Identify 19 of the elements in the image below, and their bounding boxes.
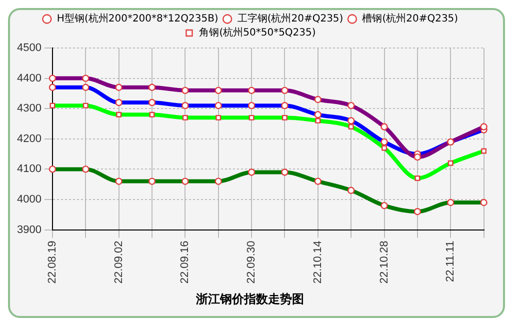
text: 浙江钢价指数走势图 <box>195 292 304 306</box>
x-tick-label: 22.09.02 <box>112 240 125 284</box>
y-tick-label: 4500 <box>16 42 42 54</box>
legend-label: 工字钢(杭州20#Q235) <box>237 12 344 25</box>
x-tick-label: 22.10.14 <box>312 240 324 284</box>
y-tick-label: 3900 <box>16 224 42 236</box>
x-tick-label: 22.09.30 <box>246 240 258 284</box>
y-tick-label: 4300 <box>16 102 42 115</box>
y-tick-label: 4100 <box>16 163 42 176</box>
x-tick-label: 22.11.11 <box>444 240 457 282</box>
y-tick-label: 4000 <box>16 194 42 206</box>
legend-label: H型钢(杭州200*200*8*12Q235B) <box>56 12 218 25</box>
x-tick-label: 22.08.19 <box>46 240 58 284</box>
y-tick-label: 4400 <box>16 72 42 84</box>
legend-label: 槽钢(杭州20#Q235) <box>362 12 458 25</box>
legend-label: 角钢(杭州50*50*5Q235) <box>199 26 316 39</box>
x-tick-label: 22.10.28 <box>378 240 390 284</box>
y-tick-label: 4200 <box>16 132 42 145</box>
x-tick-label: 22.09.16 <box>179 240 192 284</box>
